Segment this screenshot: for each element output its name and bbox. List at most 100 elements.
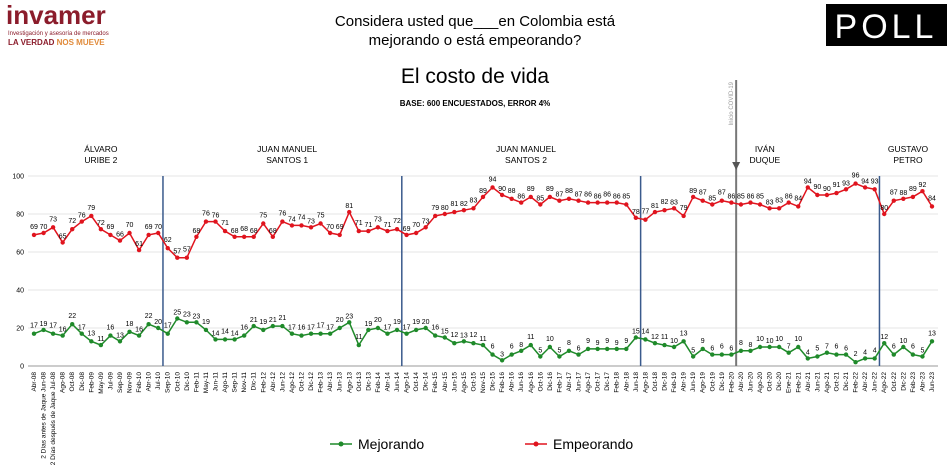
value-label: 86 (594, 194, 602, 201)
value-label: 11 (661, 334, 668, 341)
point (547, 344, 553, 350)
value-label: 13 (460, 332, 468, 339)
value-label: 11 (479, 336, 486, 343)
point (31, 331, 37, 336)
point (117, 238, 123, 243)
value-label: 8 (749, 342, 753, 349)
x-tick-label: Ago-08 (60, 372, 67, 393)
value-label: 10 (775, 336, 783, 343)
value-label: 82 (661, 199, 669, 206)
point (194, 234, 199, 239)
x-tick-label: Oct-15 (470, 372, 477, 392)
value-label: 10 (670, 338, 678, 345)
value-label: 6 (577, 346, 581, 353)
point (566, 196, 572, 201)
x-tick-label: Abr-15 (442, 372, 449, 392)
value-label: 9 (605, 338, 609, 345)
value-label: 19 (393, 319, 401, 326)
point (356, 228, 362, 234)
x-tick-label: Jun-15 (451, 372, 458, 392)
point (853, 181, 858, 186)
value-label: 94 (861, 178, 869, 185)
point (748, 200, 753, 205)
value-label: 17 (317, 323, 325, 330)
x-tick-label: Abr-23 (919, 372, 926, 392)
point (662, 342, 667, 348)
value-label: 10 (546, 336, 554, 343)
x-tick-label: Dic-12 (308, 372, 315, 391)
point (175, 316, 180, 321)
x-tick-label: Dic-17 (604, 372, 611, 391)
value-label: 86 (584, 192, 592, 199)
point (337, 325, 342, 331)
value-label: 89 (909, 186, 917, 193)
x-tick-label: Ago-21 (824, 372, 831, 393)
period-label: URIBE 2 (84, 155, 117, 165)
poll-logo: POLL (835, 8, 938, 46)
point (480, 194, 486, 200)
x-tick-label: Feb-13 (318, 372, 325, 393)
point (528, 194, 533, 200)
value-label: 21 (278, 315, 286, 322)
question: Considera usted que___en Colombia está (335, 13, 616, 30)
value-label: 9 (624, 338, 628, 345)
value-label: 86 (785, 194, 793, 201)
point (155, 230, 161, 236)
value-label: 72 (393, 218, 401, 225)
value-label: 16 (298, 325, 306, 332)
point (776, 344, 782, 350)
x-tick-label: Oct-13 (356, 372, 363, 392)
x-tick-label: Feb-10 (136, 372, 143, 393)
value-label: 2 (854, 351, 858, 358)
value-label: 84 (794, 195, 802, 202)
value-label: 17 (164, 323, 172, 330)
value-label: 68 (250, 228, 258, 235)
y-tick-label: 60 (16, 250, 24, 257)
point (538, 354, 543, 359)
point (98, 342, 104, 348)
x-tick-label: Jun-16 (518, 372, 525, 392)
value-label: 70 (126, 222, 134, 229)
x-tick-label: Dic-20 (776, 372, 783, 391)
point (79, 331, 84, 336)
value-label: 76 (278, 211, 286, 218)
x-tick-label: Ago-11 (222, 372, 229, 393)
x-tick-label: Dic-10 (184, 372, 191, 391)
x-tick-label: Jun-13 (337, 372, 344, 392)
value-label: 72 (97, 220, 105, 227)
brand: invamer (6, 0, 106, 30)
value-label: 87 (575, 192, 583, 199)
y-tick-label: 0 (20, 364, 24, 371)
value-label: 5 (691, 348, 695, 355)
point (490, 185, 495, 190)
point (423, 225, 428, 230)
value-label: 17 (288, 325, 296, 332)
value-label: 86 (747, 194, 755, 201)
point (155, 325, 161, 331)
value-label: 19 (364, 321, 372, 328)
x-tick-label: Oct-18 (652, 372, 659, 392)
point (404, 232, 409, 238)
x-tick-label: Abr-22 (862, 372, 869, 392)
point (652, 341, 658, 346)
value-label: 8 (567, 340, 571, 347)
point (70, 322, 75, 327)
point (547, 194, 553, 200)
value-label: 86 (727, 194, 735, 201)
point (891, 352, 896, 357)
point (413, 327, 419, 333)
point (356, 342, 362, 348)
value-label: 15 (441, 329, 449, 336)
x-tick-label: Jun-22 (872, 372, 879, 392)
value-label: 77 (642, 209, 650, 216)
value-label: 20 (422, 319, 430, 326)
point (299, 333, 304, 338)
point (815, 354, 820, 359)
x-tick-label: May-11 (203, 372, 210, 394)
value-label: 76 (78, 213, 86, 220)
point (910, 352, 916, 357)
value-label: 10 (899, 338, 907, 345)
value-label: 57 (183, 247, 191, 254)
point (738, 202, 744, 207)
value-label: 11 (97, 336, 104, 343)
